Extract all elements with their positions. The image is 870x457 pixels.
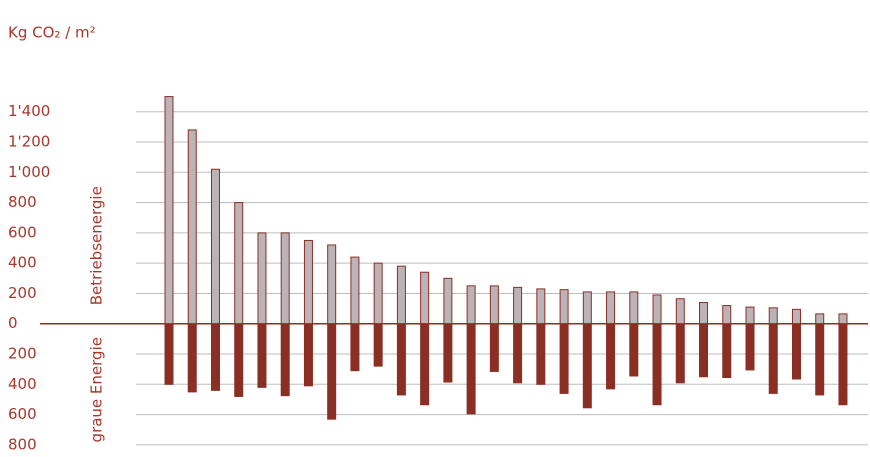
bar	[303, 323, 313, 387]
bar	[280, 232, 290, 325]
series-label: graue Energie	[88, 337, 106, 442]
bar	[350, 323, 360, 372]
bar	[257, 232, 267, 325]
bar	[327, 323, 337, 420]
bar	[164, 323, 174, 385]
bar	[466, 285, 476, 325]
bar	[791, 323, 801, 380]
bar	[420, 323, 430, 406]
bar	[815, 313, 825, 325]
bar	[722, 305, 732, 325]
bar	[257, 323, 267, 388]
bar	[675, 298, 685, 325]
bar	[420, 271, 430, 325]
bar	[443, 277, 453, 325]
bar	[234, 202, 244, 325]
bar	[536, 288, 546, 325]
y-tick-label: 200	[8, 284, 37, 302]
bar	[606, 291, 616, 325]
bar	[350, 256, 360, 325]
bar	[327, 244, 337, 325]
bar	[582, 291, 592, 325]
series-label: Betriebsenergie	[88, 186, 106, 305]
bar	[838, 323, 848, 406]
bar	[373, 262, 383, 325]
bar	[791, 308, 801, 325]
bar	[489, 323, 499, 372]
bar	[768, 307, 778, 325]
y-tick-label: 200	[8, 345, 37, 363]
bar	[373, 323, 383, 367]
bar	[187, 323, 197, 393]
bar	[745, 323, 755, 371]
bar	[210, 168, 220, 325]
bar	[559, 323, 569, 394]
bar	[489, 285, 499, 325]
bar	[768, 323, 778, 394]
y-tick-label: 400	[8, 254, 37, 272]
bar	[396, 265, 406, 325]
bar	[210, 323, 220, 391]
bar	[513, 286, 523, 325]
bar	[652, 323, 662, 406]
bar	[606, 323, 616, 390]
bar	[652, 294, 662, 325]
y-tick-label: 0	[8, 314, 18, 332]
bar	[838, 313, 848, 325]
bar	[303, 239, 313, 325]
y-tick-label: 600	[8, 223, 37, 241]
bar	[513, 323, 523, 384]
chart-title: Kg CO₂ / m²	[8, 24, 96, 42]
bar	[699, 323, 709, 378]
bar	[629, 291, 639, 325]
bar	[187, 129, 197, 325]
y-tick-label: 400	[8, 375, 37, 393]
bar	[164, 96, 174, 325]
y-tick-label: 800	[8, 193, 37, 211]
bar	[536, 323, 546, 385]
bar	[280, 323, 290, 397]
bar	[722, 323, 732, 378]
bar	[396, 323, 406, 396]
bar	[466, 323, 476, 415]
bar	[443, 323, 453, 383]
y-tick-label: 1'000	[8, 163, 50, 181]
bar	[815, 323, 825, 396]
y-tick-label: 1'200	[8, 133, 50, 151]
bar	[582, 323, 592, 409]
bar	[559, 289, 569, 325]
bar	[699, 302, 709, 325]
bar	[629, 323, 639, 377]
y-tick-label: 1'400	[8, 102, 50, 120]
y-tick-label: 800	[8, 435, 37, 453]
y-tick-label: 600	[8, 405, 37, 423]
bar	[745, 306, 755, 325]
bar	[675, 323, 685, 384]
bar	[234, 323, 244, 397]
